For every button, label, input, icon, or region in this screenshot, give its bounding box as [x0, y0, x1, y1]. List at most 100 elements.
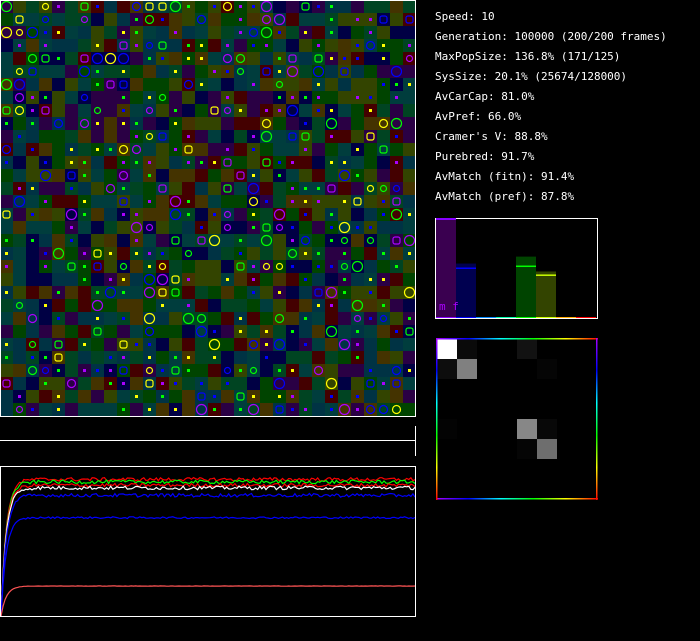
agent-square — [353, 197, 362, 206]
world-cell — [403, 273, 416, 286]
agent-dot — [135, 31, 138, 34]
agent-dot — [44, 96, 47, 99]
agent-dot — [96, 291, 99, 294]
world-cell — [117, 78, 130, 91]
world-cell — [13, 403, 26, 416]
agent-dot — [382, 83, 385, 86]
agent-ring — [365, 40, 376, 51]
agent-ring — [378, 404, 389, 415]
agent-dot — [44, 382, 47, 385]
agent-dot — [252, 278, 255, 281]
divider — [0, 440, 416, 441]
world-cell — [91, 104, 104, 117]
world-cell — [182, 13, 195, 26]
world-cell — [364, 156, 377, 169]
world-cell — [364, 65, 377, 78]
world-cell — [208, 221, 221, 234]
world-cell — [39, 117, 52, 130]
world-cell — [91, 338, 104, 351]
agent-dot — [200, 83, 203, 86]
world-cell — [39, 221, 52, 234]
world-cell — [338, 182, 351, 195]
agent-dot — [252, 174, 255, 177]
world-cell — [286, 377, 299, 390]
world-cell — [221, 260, 234, 273]
world-cell — [78, 26, 91, 39]
agent-dot — [44, 265, 47, 268]
world-grid[interactable] — [0, 0, 416, 417]
world-cell — [338, 104, 351, 117]
world-cell — [117, 0, 130, 13]
world-cell — [169, 13, 182, 26]
matrix-cell — [477, 379, 497, 399]
agent-square — [236, 262, 245, 271]
agent-square — [327, 184, 336, 193]
world-cell — [130, 78, 143, 91]
chart-series-line — [0, 516, 416, 617]
world-cell — [260, 182, 273, 195]
histogram-marker — [456, 267, 476, 270]
agent-ring — [273, 208, 286, 221]
world-cell — [299, 65, 312, 78]
histogram-marker — [516, 265, 536, 268]
agent-dot — [278, 57, 281, 60]
agent-dot — [382, 57, 385, 60]
world-cell — [390, 104, 403, 117]
agent-ring — [145, 106, 154, 115]
agent-ring — [403, 234, 416, 247]
world-cell — [260, 143, 273, 156]
agent-dot — [161, 369, 164, 372]
world-cell — [91, 377, 104, 390]
agent-dot — [31, 408, 34, 411]
world-cell — [39, 234, 52, 247]
world-cell — [13, 156, 26, 169]
agent-ring — [261, 14, 272, 25]
world-cell — [130, 182, 143, 195]
agent-dot — [148, 57, 151, 60]
histogram-label: m f — [439, 300, 459, 313]
agent-dot — [31, 213, 34, 216]
agent-ring — [273, 13, 286, 26]
agent-ring — [27, 313, 38, 324]
agent-dot — [83, 278, 86, 281]
world-cell — [221, 390, 234, 403]
matrix-cell — [457, 379, 477, 399]
agent-ring — [405, 54, 414, 63]
matrix-cell — [457, 439, 477, 459]
world-cell — [221, 221, 234, 234]
world-cell — [364, 143, 377, 156]
world-cell — [312, 312, 325, 325]
world-cell — [286, 13, 299, 26]
agent-ring — [325, 325, 338, 338]
world-cell — [156, 208, 169, 221]
world-cell — [117, 260, 130, 273]
world-cell — [26, 221, 39, 234]
world-cell — [65, 338, 78, 351]
agent-dot — [369, 291, 372, 294]
agent-square — [288, 132, 297, 141]
agent-dot — [161, 382, 164, 385]
world-cell — [247, 91, 260, 104]
agent-square — [392, 379, 401, 388]
agent-dot — [330, 213, 333, 216]
world-cell — [130, 52, 143, 65]
agent-dot — [187, 304, 190, 307]
world-cell — [260, 299, 273, 312]
world-cell — [52, 208, 65, 221]
world-cell — [13, 286, 26, 299]
world-cell — [247, 351, 260, 364]
agent-dot — [369, 96, 372, 99]
world-cell — [273, 403, 286, 416]
world-cell — [130, 65, 143, 78]
world-cell — [91, 91, 104, 104]
world-cell — [247, 247, 260, 260]
agent-dot — [330, 5, 333, 8]
world-cell — [312, 130, 325, 143]
agent-ring — [93, 106, 102, 115]
agent-dot — [57, 317, 60, 320]
world-cell — [208, 273, 221, 286]
world-cell — [13, 299, 26, 312]
agent-ring — [145, 223, 154, 232]
chart-series-line — [0, 485, 416, 617]
agent-dot — [395, 96, 398, 99]
